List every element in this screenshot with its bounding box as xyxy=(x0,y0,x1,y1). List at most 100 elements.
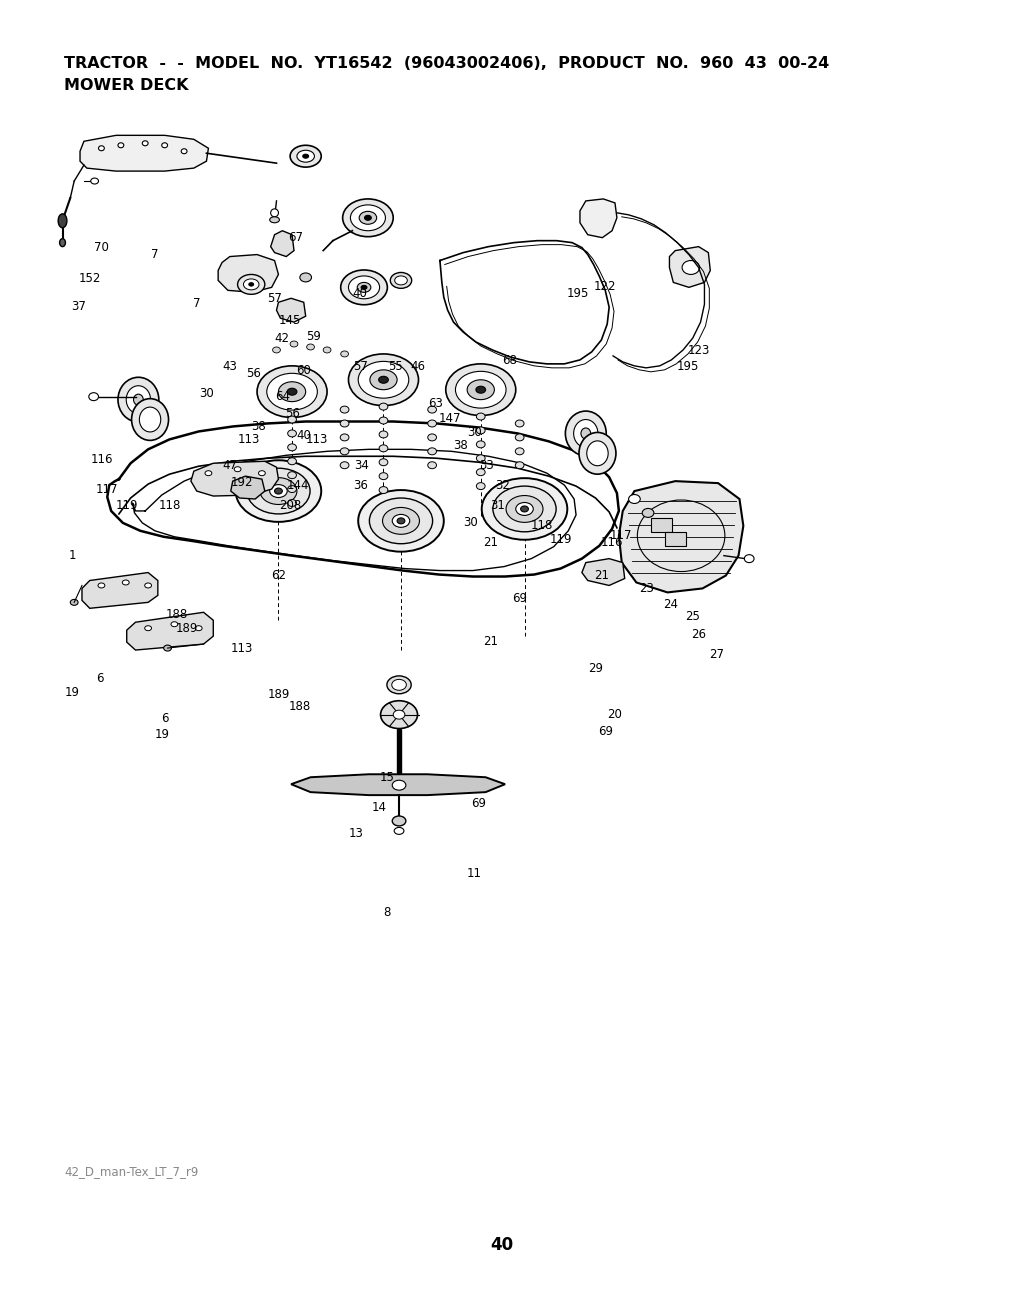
Ellipse shape xyxy=(343,199,393,237)
Text: 188: 188 xyxy=(289,700,311,713)
Ellipse shape xyxy=(144,583,152,588)
Ellipse shape xyxy=(139,407,161,432)
Ellipse shape xyxy=(269,484,287,497)
Text: 32: 32 xyxy=(495,479,510,492)
Text: 144: 144 xyxy=(287,479,309,492)
Ellipse shape xyxy=(348,276,380,299)
Ellipse shape xyxy=(392,679,407,691)
Text: TRACTOR  -  -  MODEL  NO.  YT16542  (96043002406),  PRODUCT  NO.  960  43  00-24: TRACTOR - - MODEL NO. YT16542 (960430024… xyxy=(65,55,829,71)
Ellipse shape xyxy=(260,478,297,504)
Polygon shape xyxy=(80,136,209,171)
Polygon shape xyxy=(582,558,625,586)
Text: 116: 116 xyxy=(90,453,113,466)
Ellipse shape xyxy=(98,146,104,151)
Ellipse shape xyxy=(379,430,388,438)
Ellipse shape xyxy=(269,217,280,222)
Text: 152: 152 xyxy=(79,272,101,286)
Ellipse shape xyxy=(392,816,406,826)
Ellipse shape xyxy=(340,462,349,468)
Ellipse shape xyxy=(379,376,388,383)
Text: 123: 123 xyxy=(687,343,710,357)
Text: 119: 119 xyxy=(116,499,138,512)
Ellipse shape xyxy=(171,621,178,626)
Polygon shape xyxy=(230,476,265,499)
Text: 14: 14 xyxy=(372,801,387,815)
Text: 118: 118 xyxy=(530,519,553,532)
Ellipse shape xyxy=(397,519,404,524)
Ellipse shape xyxy=(629,495,640,504)
Ellipse shape xyxy=(348,354,419,405)
Text: 113: 113 xyxy=(230,642,253,655)
Ellipse shape xyxy=(581,428,591,440)
Ellipse shape xyxy=(428,420,436,426)
Text: 26: 26 xyxy=(691,628,707,641)
Ellipse shape xyxy=(516,503,534,516)
Ellipse shape xyxy=(467,380,495,400)
Ellipse shape xyxy=(288,416,296,422)
Text: 119: 119 xyxy=(549,533,571,546)
Ellipse shape xyxy=(515,462,524,468)
Ellipse shape xyxy=(98,583,104,588)
Ellipse shape xyxy=(118,142,124,147)
Ellipse shape xyxy=(394,276,408,284)
Text: 38: 38 xyxy=(453,440,468,453)
Text: 60: 60 xyxy=(296,365,311,376)
Ellipse shape xyxy=(387,676,412,694)
Ellipse shape xyxy=(579,433,616,474)
Ellipse shape xyxy=(122,580,129,586)
Ellipse shape xyxy=(359,212,377,224)
Text: 7: 7 xyxy=(152,247,159,261)
Ellipse shape xyxy=(267,374,317,411)
Ellipse shape xyxy=(257,366,327,417)
Text: 24: 24 xyxy=(663,599,678,612)
Text: 69: 69 xyxy=(512,592,527,605)
Text: 69: 69 xyxy=(471,797,486,811)
Text: 7: 7 xyxy=(193,297,201,311)
Polygon shape xyxy=(276,299,306,322)
Ellipse shape xyxy=(340,407,349,413)
Ellipse shape xyxy=(247,468,310,515)
Text: 195: 195 xyxy=(677,359,699,372)
Ellipse shape xyxy=(428,407,436,413)
Text: 189: 189 xyxy=(176,622,199,636)
Text: 57: 57 xyxy=(352,359,368,372)
Ellipse shape xyxy=(350,205,385,230)
Polygon shape xyxy=(127,612,213,650)
Ellipse shape xyxy=(181,149,187,154)
Bar xyxy=(665,532,686,546)
Ellipse shape xyxy=(272,347,281,353)
Text: MOWER DECK: MOWER DECK xyxy=(65,78,189,92)
Text: 46: 46 xyxy=(410,359,425,372)
Ellipse shape xyxy=(573,420,598,447)
Text: 59: 59 xyxy=(306,330,321,343)
Text: 43: 43 xyxy=(222,359,238,372)
Ellipse shape xyxy=(445,365,516,416)
Ellipse shape xyxy=(476,386,485,393)
Ellipse shape xyxy=(162,142,168,147)
Ellipse shape xyxy=(89,392,98,400)
Ellipse shape xyxy=(361,286,367,290)
Ellipse shape xyxy=(244,279,259,290)
Ellipse shape xyxy=(58,213,67,228)
Ellipse shape xyxy=(744,554,754,563)
Polygon shape xyxy=(190,461,279,496)
Text: 19: 19 xyxy=(155,728,169,741)
Text: 40: 40 xyxy=(490,1236,514,1254)
Ellipse shape xyxy=(288,430,296,437)
Ellipse shape xyxy=(340,420,349,426)
Bar xyxy=(651,519,673,532)
Ellipse shape xyxy=(340,447,349,455)
Ellipse shape xyxy=(287,388,297,395)
Text: 192: 192 xyxy=(230,476,253,490)
Text: 30: 30 xyxy=(468,426,482,440)
Ellipse shape xyxy=(279,382,306,401)
Text: 116: 116 xyxy=(601,536,624,549)
Text: 36: 36 xyxy=(352,479,368,492)
Ellipse shape xyxy=(249,283,254,286)
Ellipse shape xyxy=(133,395,143,405)
Text: 11: 11 xyxy=(467,867,481,879)
Ellipse shape xyxy=(71,599,78,605)
Text: 145: 145 xyxy=(279,315,301,328)
Text: 47: 47 xyxy=(222,459,238,472)
Text: 31: 31 xyxy=(489,499,505,512)
